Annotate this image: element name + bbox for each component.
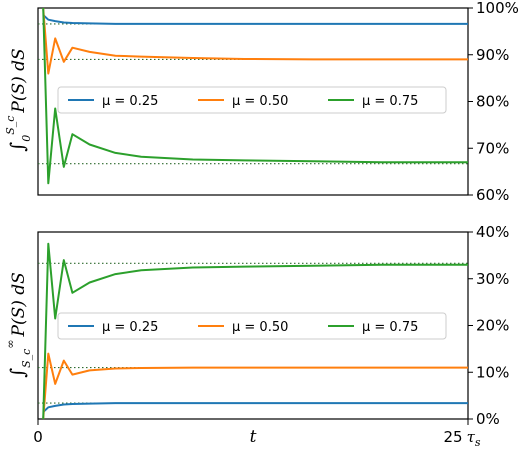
bottom-series-lines <box>42 242 468 420</box>
bottom-y-tick-label: 10% <box>476 363 509 381</box>
top-series-line-1 <box>42 7 468 75</box>
bottom-y-ticks: 0% 10% 20% 30% 40% <box>468 223 509 428</box>
top-legend-label-2: μ = 0.75 <box>362 94 418 109</box>
bottom-y-axis-label: ∫S_c∞P(S) dS <box>4 272 33 378</box>
bottom-y-tick-label: 40% <box>476 223 509 241</box>
top-y-ticks: 60% 70% 80% 90% 100% <box>468 0 519 204</box>
top-legend-label-1: μ = 0.50 <box>232 94 288 109</box>
top-legend-label-0: μ = 0.25 <box>102 94 158 109</box>
bottom-series-line-2 <box>42 242 468 420</box>
top-series-line-0 <box>42 14 468 25</box>
x-tick-label-start: 0 <box>33 428 43 446</box>
top-y-axis-label: ∫0S_cP(S) dS <box>4 48 33 151</box>
top-y-tick-label: 70% <box>476 139 509 157</box>
top-panel: 60% 70% 80% 90% 100% μ = 0.25 μ = 0.50 μ = 0.7… <box>4 0 519 204</box>
bottom-legend-box <box>57 312 447 340</box>
bottom-legend: μ = 0.25 μ = 0.50 μ = 0.75 <box>57 312 447 340</box>
top-series-line-2 <box>42 7 468 185</box>
top-y-tick-label: 80% <box>476 93 509 111</box>
bottom-panel: 0%10%20%30%40% μ = 0.25 μ = 0.50 μ = 0.75 … <box>4 223 509 449</box>
top-legend-box <box>57 86 447 114</box>
bottom-series-line-0 <box>42 402 468 413</box>
top-y-tick-label: 100% <box>476 0 519 17</box>
top-y-tick-label: 60% <box>476 186 509 204</box>
bottom-y-tick-label: 0% <box>476 410 500 428</box>
bottom-legend-label-1: μ = 0.50 <box>232 320 288 335</box>
bottom-legend-label-2: μ = 0.75 <box>362 320 418 335</box>
top-y-tick-label: 90% <box>476 46 509 64</box>
x-tick-label-end: 25 τs <box>443 428 480 449</box>
bottom-y-tick-label: 30% <box>476 270 509 288</box>
bottom-legend-label-0: μ = 0.25 <box>102 320 158 335</box>
bottom-y-tick-label: 20% <box>476 317 509 335</box>
top-series-lines <box>42 7 468 185</box>
top-legend: μ = 0.25 μ = 0.50 μ = 0.75 <box>57 86 447 114</box>
bottom-series-line-1 <box>42 352 468 420</box>
x-axis-label: t <box>250 427 257 447</box>
